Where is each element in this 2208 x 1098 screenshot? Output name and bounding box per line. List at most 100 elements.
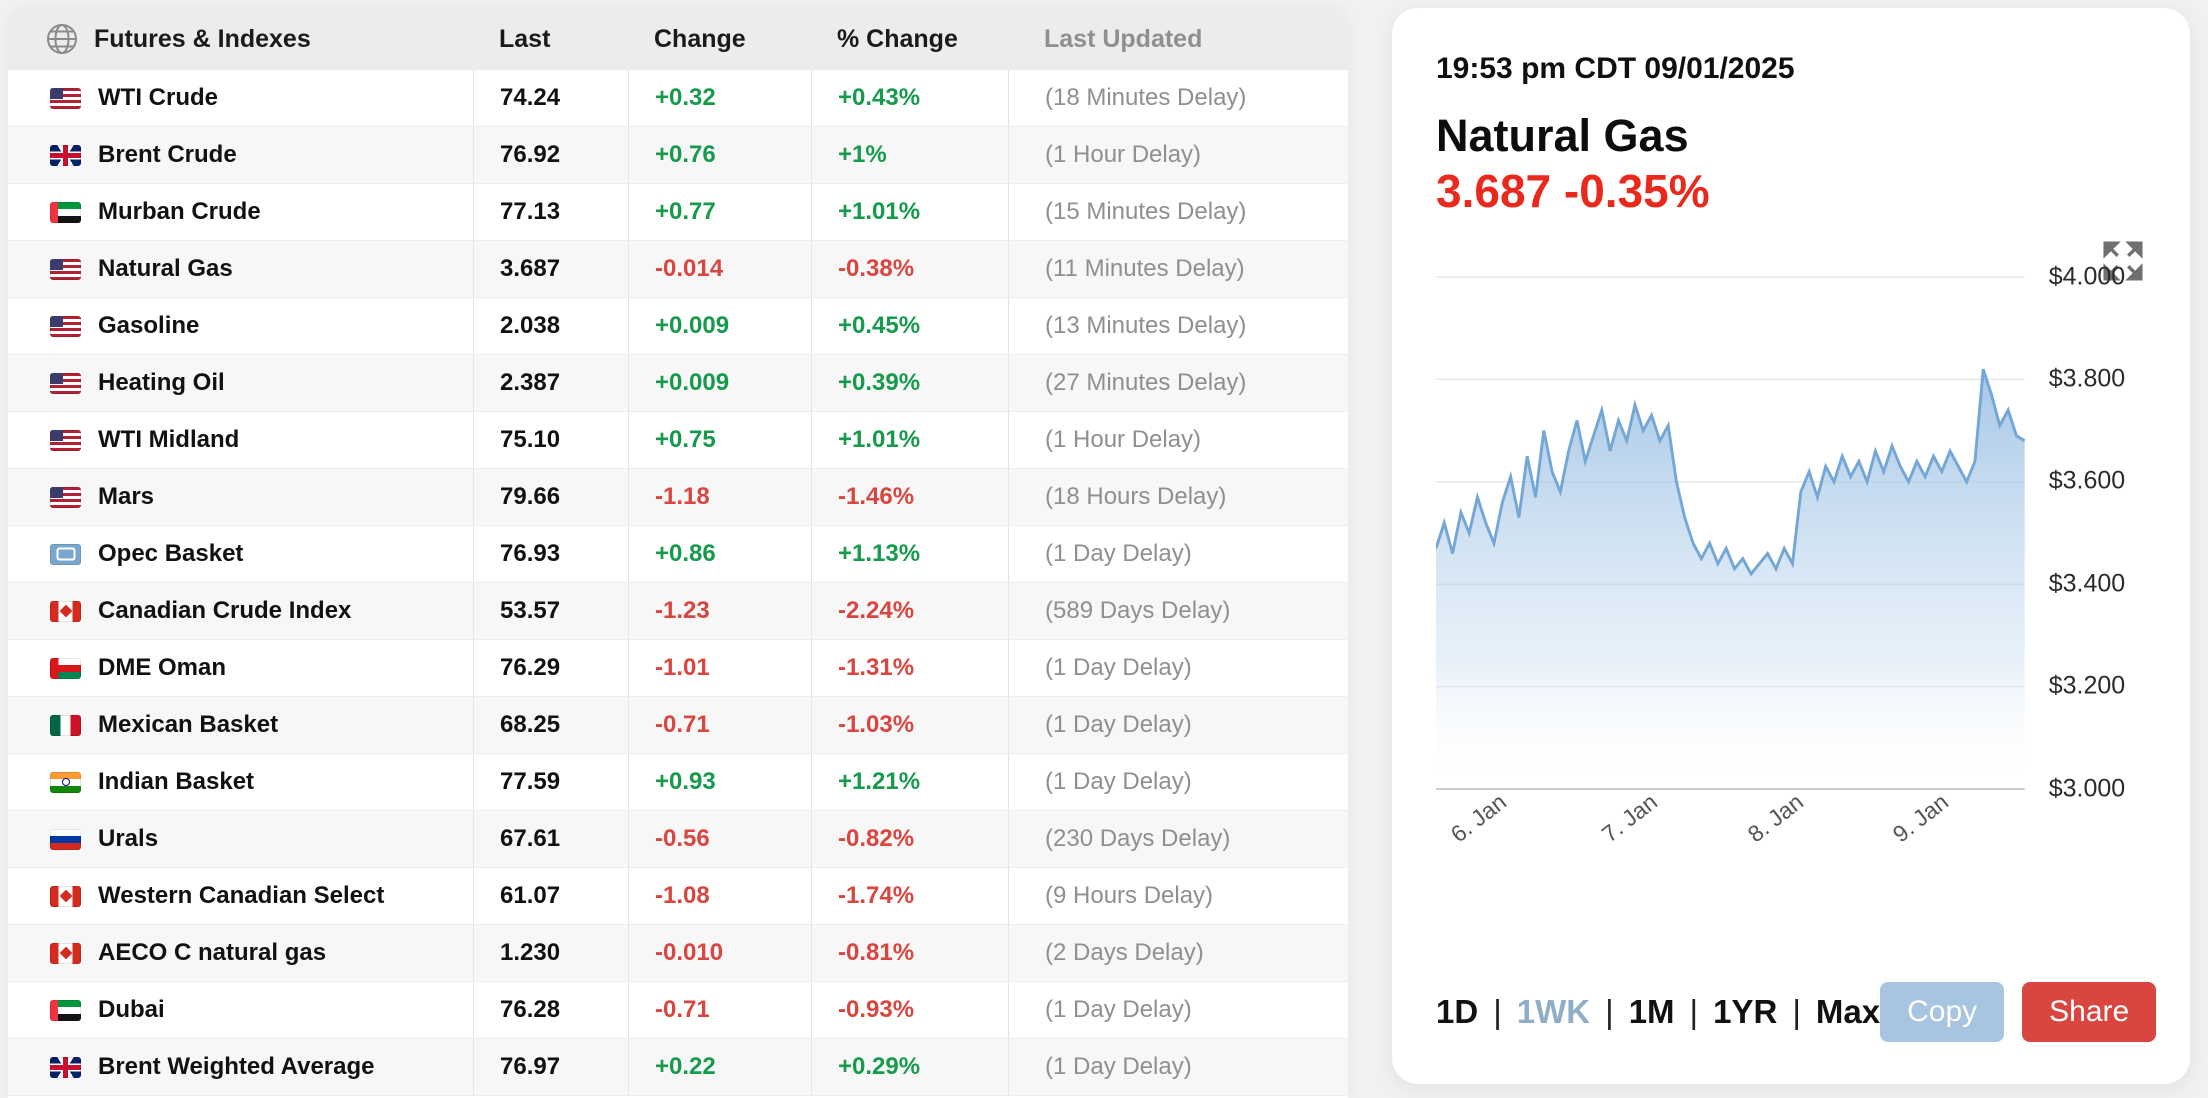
- commodity-name[interactable]: WTI Crude: [98, 84, 218, 111]
- commodity-name[interactable]: Gasoline: [98, 312, 200, 339]
- last-value: 76.92: [473, 127, 628, 183]
- table-row[interactable]: Heating Oil 2.387 +0.009 +0.39% (27 Minu…: [8, 355, 1348, 412]
- last-value: 67.61: [473, 811, 628, 867]
- table-row[interactable]: Mexican Basket 68.25 -0.71 -1.03% (1 Day…: [8, 697, 1348, 754]
- commodity-name[interactable]: Western Canadian Select: [98, 882, 385, 909]
- commodity-cell: Opec Basket: [8, 526, 473, 582]
- pct-change-value: -0.81%: [811, 925, 1008, 981]
- country-flag-icon: [50, 486, 81, 508]
- commodity-cell: DME Oman: [8, 640, 473, 696]
- country-flag-icon: [50, 429, 81, 451]
- table-row[interactable]: Natural Gas 3.687 -0.014 -0.38% (11 Minu…: [8, 241, 1348, 298]
- last-updated-value: (1 Day Delay): [1008, 982, 1348, 1038]
- change-value: +0.86: [628, 526, 811, 582]
- commodity-name[interactable]: AECO C natural gas: [98, 939, 327, 966]
- change-value: +0.009: [628, 355, 811, 411]
- change-value: +0.93: [628, 754, 811, 810]
- table-row[interactable]: Opec Basket 76.93 +0.86 +1.13% (1 Day De…: [8, 526, 1348, 583]
- commodity-name[interactable]: Canadian Crude Index: [98, 597, 352, 624]
- globe-icon: [44, 21, 80, 57]
- country-flag-icon: [50, 600, 81, 622]
- commodity-name[interactable]: Dubai: [98, 996, 165, 1023]
- period-tab-1yr[interactable]: 1YR: [1713, 993, 1778, 1030]
- table-row[interactable]: Western Canadian Select 61.07 -1.08 -1.7…: [8, 868, 1348, 925]
- table-row[interactable]: Urals 67.61 -0.56 -0.82% (230 Days Delay…: [8, 811, 1348, 868]
- table-row[interactable]: Mars 79.66 -1.18 -1.46% (18 Hours Delay): [8, 469, 1348, 526]
- change-value: +0.32: [628, 70, 811, 126]
- country-flag-icon: [50, 315, 81, 337]
- commodity-name[interactable]: Brent Crude: [98, 141, 237, 168]
- table-row[interactable]: Brent Crude 76.92 +0.76 +1% (1 Hour Dela…: [8, 127, 1348, 184]
- commodity-name[interactable]: Murban Crude: [98, 198, 261, 225]
- y-axis-tick-label: $3.600: [2048, 466, 2126, 495]
- commodity-name[interactable]: Natural Gas: [98, 255, 233, 282]
- commodity-name[interactable]: Mars: [98, 483, 155, 510]
- table-header-row: Futures & Indexes Last Change % Change L…: [8, 8, 1348, 70]
- commodity-cell: Urals: [8, 811, 473, 867]
- x-axis-tick-label: 7. Jan: [1597, 787, 1663, 847]
- last-updated-value: (1 Day Delay): [1008, 697, 1348, 753]
- y-axis-tick-label: $3.800: [2048, 364, 2126, 393]
- commodity-name[interactable]: Indian Basket: [98, 768, 255, 795]
- quote-title: Natural Gas: [1436, 110, 1689, 161]
- table-row[interactable]: Murban Crude 77.13 +0.77 +1.01% (15 Minu…: [8, 184, 1348, 241]
- header-last-updated: Last Updated: [1044, 24, 1203, 53]
- commodity-name[interactable]: Urals: [98, 825, 159, 852]
- share-button[interactable]: Share: [2022, 982, 2157, 1042]
- pct-change-value: -1.46%: [811, 469, 1008, 525]
- table-row[interactable]: Gasoline 2.038 +0.009 +0.45% (13 Minutes…: [8, 298, 1348, 355]
- pct-change-value: -0.38%: [811, 241, 1008, 297]
- commodity-name[interactable]: Opec Basket: [98, 540, 244, 567]
- price-chart-svg: [1436, 275, 2025, 790]
- country-flag-icon: [50, 543, 81, 565]
- chart-plot-area[interactable]: [1436, 272, 2025, 794]
- change-value: -1.18: [628, 469, 811, 525]
- last-value: 53.57: [473, 583, 628, 639]
- commodity-cell: Gasoline: [8, 298, 473, 354]
- last-updated-value: (18 Minutes Delay): [1008, 70, 1348, 126]
- table-row[interactable]: Dubai 76.28 -0.71 -0.93% (1 Day Delay): [8, 982, 1348, 1039]
- last-value: 76.93: [473, 526, 628, 582]
- period-tab-max[interactable]: Max: [1815, 993, 1881, 1030]
- commodity-name[interactable]: DME Oman: [98, 654, 227, 681]
- pct-change-value: +1.01%: [811, 412, 1008, 468]
- last-updated-value: (13 Minutes Delay): [1008, 298, 1348, 354]
- last-value: 1.230: [473, 925, 628, 981]
- table-row[interactable]: AECO C natural gas 1.230 -0.010 -0.81% (…: [8, 925, 1348, 982]
- commodity-name[interactable]: WTI Midland: [98, 426, 240, 453]
- commodity-cell: AECO C natural gas: [8, 925, 473, 981]
- last-value: 76.29: [473, 640, 628, 696]
- table-row[interactable]: Canadian Crude Index 53.57 -1.23 -2.24% …: [8, 583, 1348, 640]
- y-axis-labels: $4.000 $3.800 $3.600 $3.400 $3.200 $3.000: [2048, 262, 2146, 802]
- change-value: +0.75: [628, 412, 811, 468]
- commodity-name[interactable]: Mexican Basket: [98, 711, 279, 738]
- table-row[interactable]: Indian Basket 77.59 +0.93 +1.21% (1 Day …: [8, 754, 1348, 811]
- pct-change-value: +1.21%: [811, 754, 1008, 810]
- country-flag-icon: [50, 87, 81, 109]
- commodity-cell: Mars: [8, 469, 473, 525]
- last-updated-value: (27 Minutes Delay): [1008, 355, 1348, 411]
- pct-change-value: -1.31%: [811, 640, 1008, 696]
- country-flag-icon: [50, 1056, 81, 1078]
- country-flag-icon: [50, 942, 81, 964]
- x-axis-tick-label: 6. Jan: [1445, 787, 1512, 847]
- period-tab-1d[interactable]: 1D: [1436, 993, 1479, 1030]
- table-row[interactable]: Brent Weighted Average 76.97 +0.22 +0.29…: [8, 1039, 1348, 1096]
- last-updated-value: (9 Hours Delay): [1008, 868, 1348, 924]
- table-row[interactable]: DME Oman 76.29 -1.01 -1.31% (1 Day Delay…: [8, 640, 1348, 697]
- country-flag-icon: [50, 372, 81, 394]
- period-tab-1m[interactable]: 1M: [1628, 993, 1675, 1030]
- expand-icon[interactable]: [2102, 240, 2144, 282]
- table-row[interactable]: WTI Crude 74.24 +0.32 +0.43% (18 Minutes…: [8, 70, 1348, 127]
- futures-table-card: Futures & Indexes Last Change % Change L…: [8, 8, 1348, 1098]
- pct-change-value: +0.43%: [811, 70, 1008, 126]
- commodity-name[interactable]: Brent Weighted Average: [98, 1053, 375, 1080]
- price-chart[interactable]: $4.000 $3.800 $3.600 $3.400 $3.200 $3.000: [1436, 262, 2146, 802]
- commodity-cell: Brent Weighted Average: [8, 1039, 473, 1095]
- pct-change-value: -1.74%: [811, 868, 1008, 924]
- commodity-cell: Indian Basket: [8, 754, 473, 810]
- copy-button[interactable]: Copy: [1880, 982, 2005, 1042]
- table-row[interactable]: WTI Midland 75.10 +0.75 +1.01% (1 Hour D…: [8, 412, 1348, 469]
- commodity-name[interactable]: Heating Oil: [98, 369, 225, 396]
- period-tab-1wk[interactable]: 1WK: [1516, 993, 1591, 1030]
